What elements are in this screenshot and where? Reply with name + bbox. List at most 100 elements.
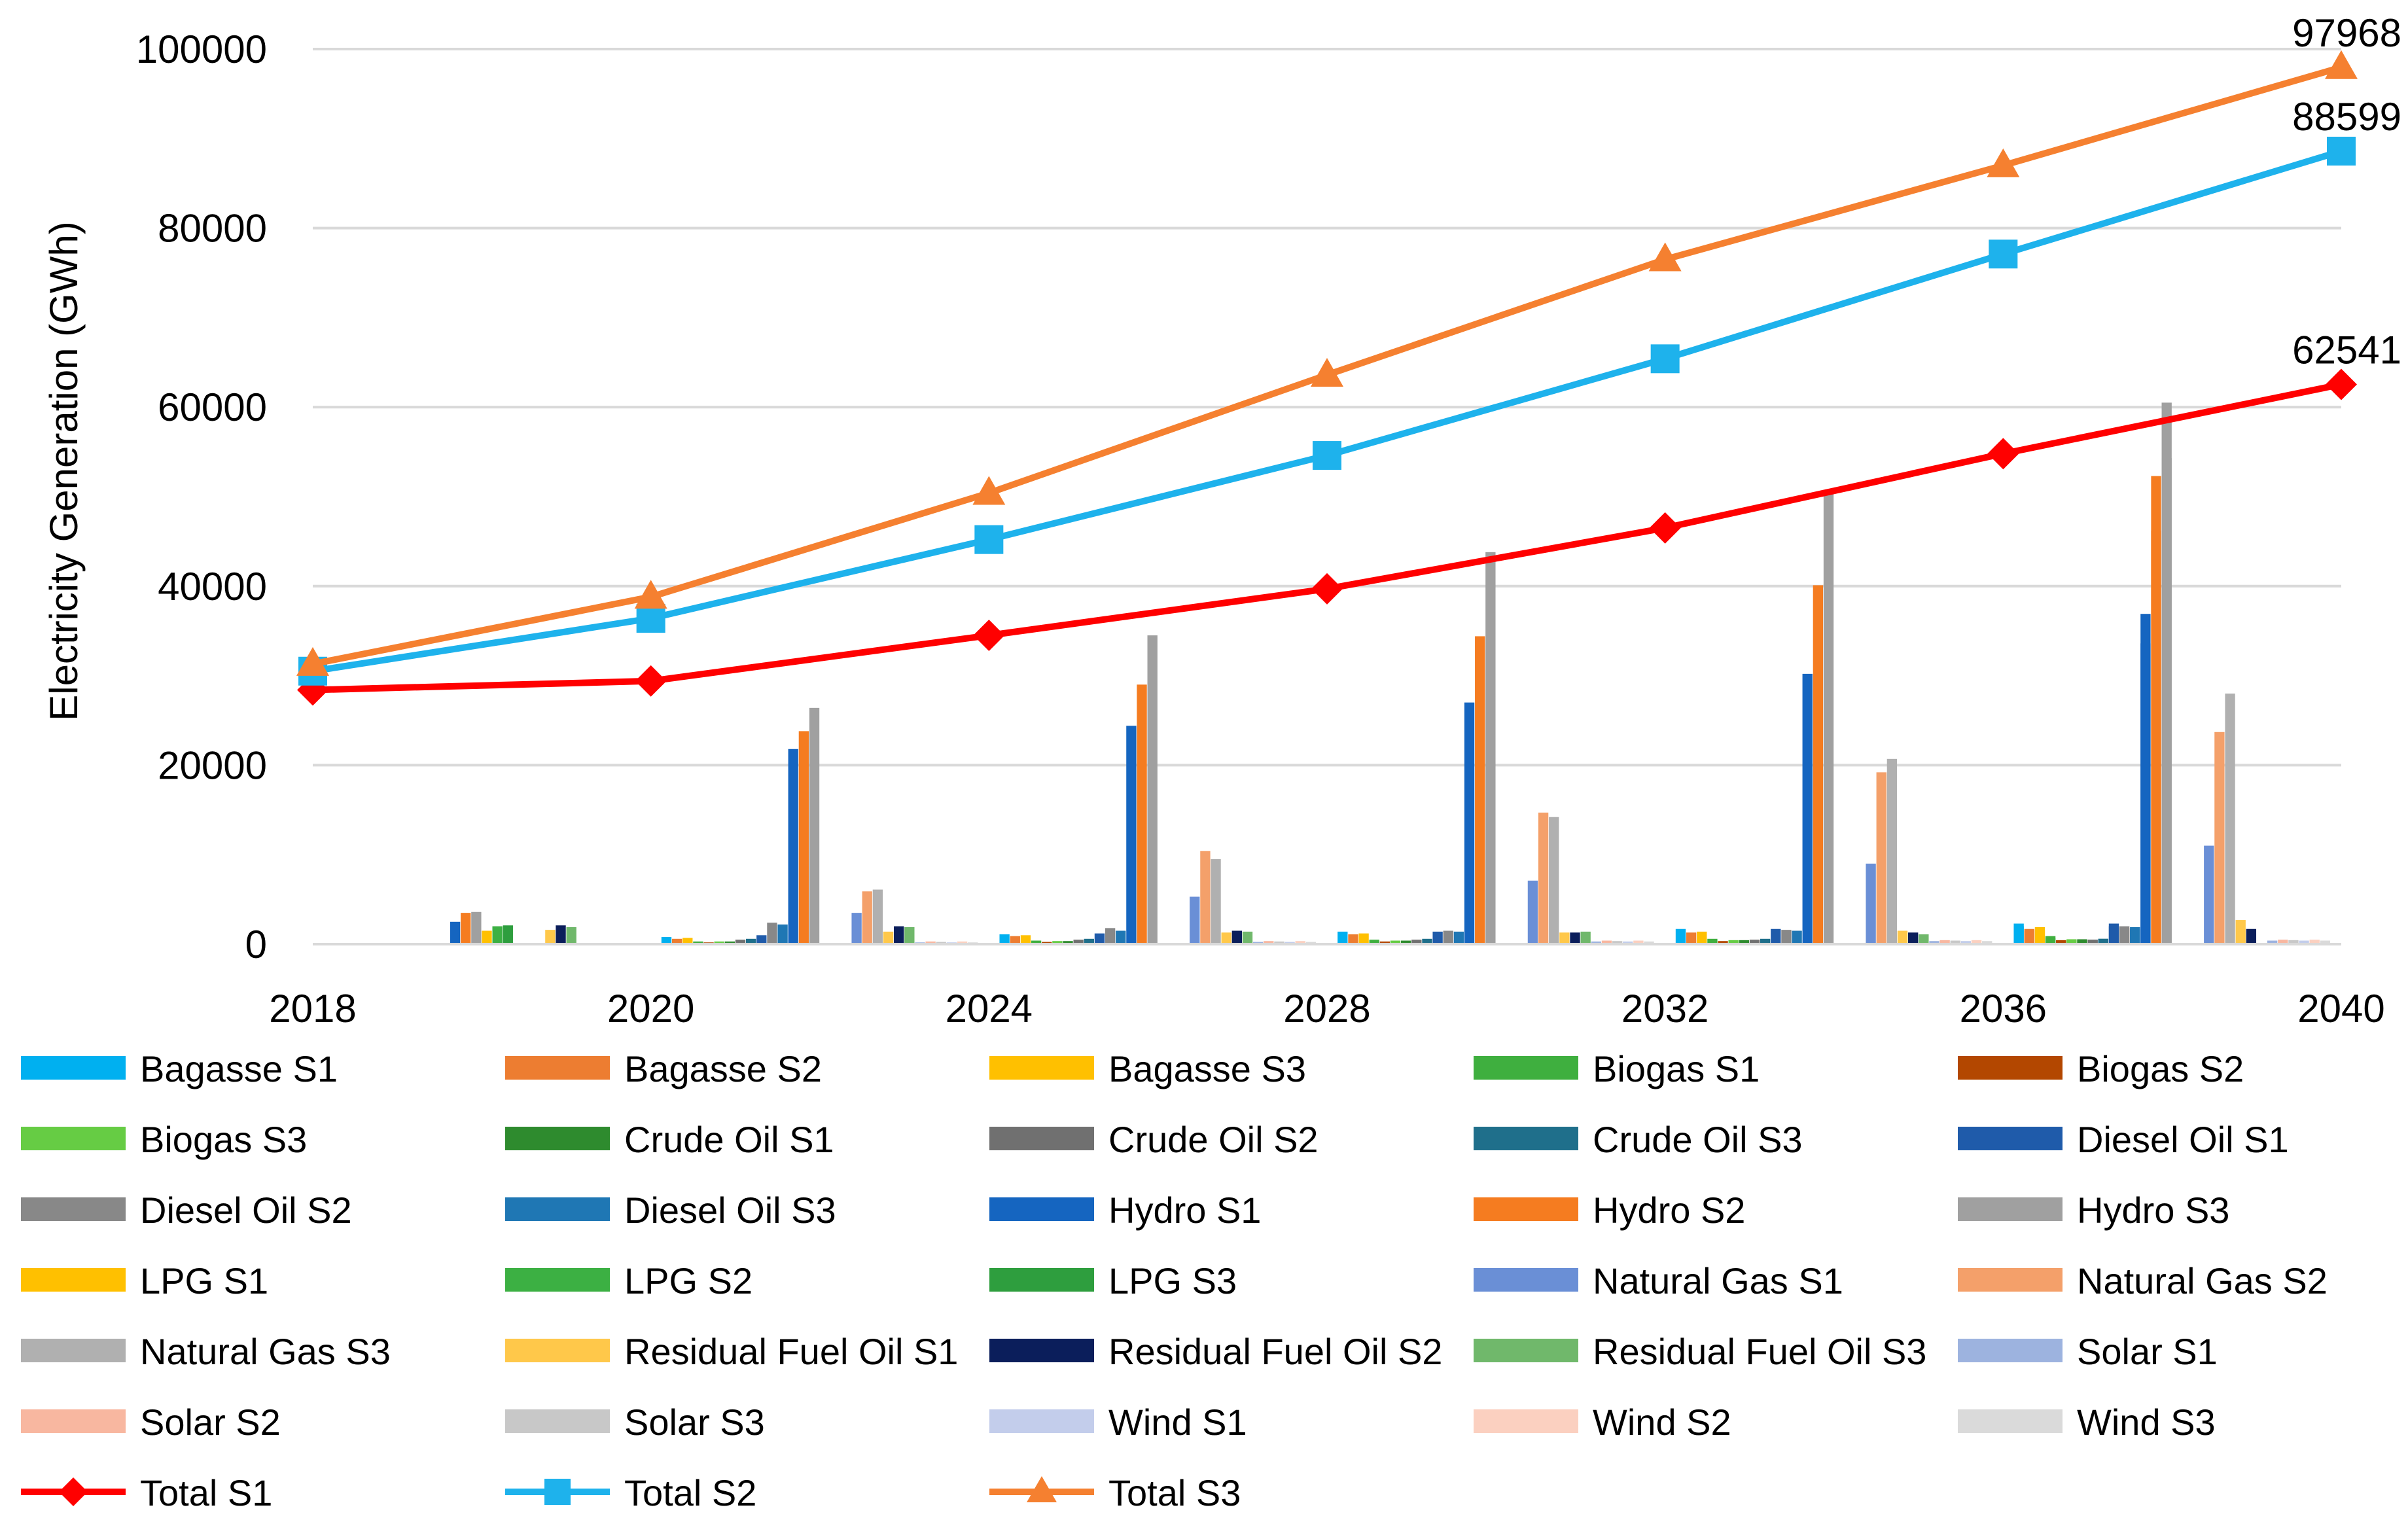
bar-natural-gas-s1-2020 (851, 913, 862, 944)
bar-lpg-s2-2018 (492, 926, 503, 944)
bar-solar-s3-2032 (1950, 940, 1960, 944)
bar-natural-gas-s3-2036 (2225, 693, 2235, 944)
bar-hydro-s3-2024 (1147, 635, 1158, 944)
legend-label: Residual Fuel Oil S1 (624, 1331, 958, 1372)
bar-bagasse-s3-2020 (682, 938, 693, 944)
legend-item-lpg-s3: LPG S3 (989, 1260, 1237, 1301)
x-tick-label: 2040 (2297, 987, 2384, 1031)
x-tick-label: 2018 (269, 987, 356, 1031)
bar-hydro-s3-2018 (471, 911, 482, 944)
legend-label: Solar S1 (2077, 1331, 2218, 1372)
bar-biogas-s3-2040 (2066, 939, 2077, 944)
bar-diesel-oil-s1-2024 (1094, 933, 1105, 944)
legend-label: Hydro S3 (2077, 1190, 2229, 1231)
legend-label: Hydro S2 (1593, 1190, 1745, 1231)
bar-crude-oil-s1-2024 (1063, 941, 1073, 944)
bar-solar-s2-2032 (1939, 940, 1950, 944)
marker-total-s3-2018 (296, 646, 329, 676)
bar-solar-s2-2024 (1264, 941, 1274, 944)
bar-diesel-oil-s3-2040 (2130, 927, 2140, 944)
legend-item-residual-fuel-oil-s1: Residual Fuel Oil S1 (505, 1331, 958, 1372)
bar-crude-oil-s3-2040 (2098, 938, 2108, 944)
bar-wind-s2-2032 (1971, 940, 1982, 944)
bar-diesel-oil-s3-2032 (1792, 930, 1802, 944)
legend-item-diesel-oil-s1: Diesel Oil S1 (1958, 1119, 2289, 1160)
bar-biogas-s3-2032 (1728, 940, 1739, 944)
legend-swatch (505, 1268, 610, 1292)
bar-solar-s3-2028 (1612, 941, 1623, 944)
bar-biogas-s1-2032 (1707, 938, 1718, 944)
bar-lpg-s1-2018 (482, 930, 492, 944)
legend-swatch (21, 1409, 126, 1433)
y-axis-label: Electricity Generation (GWh) (42, 221, 86, 721)
x-tick-label: 2036 (1960, 987, 2047, 1031)
y-tick-label: 20000 (158, 743, 267, 787)
bar-wind-s2-2020 (957, 941, 968, 944)
legend-item-bagasse-s3: Bagasse S3 (989, 1048, 1306, 1089)
legend-label: Diesel Oil S3 (624, 1190, 836, 1231)
marker-total-s2-2032 (1650, 344, 1680, 374)
bar-hydro-s1-2018 (450, 921, 461, 944)
bar-residual-fuel-oil-s2-2032 (1908, 932, 1919, 944)
bar-solar-s1-2028 (1591, 941, 1601, 944)
legend-label: Residual Fuel Oil S3 (1593, 1331, 1926, 1372)
annotation-total-s1: 62541 (2292, 328, 2401, 372)
legend-marker (544, 1479, 571, 1505)
bar-wind-s1-2032 (1960, 941, 1972, 944)
bar-diesel-oil-s1-2028 (1432, 931, 1443, 944)
bar-hydro-s1-2024 (1126, 726, 1137, 944)
bar-wind-s3-2028 (1644, 941, 1654, 944)
legend-item-diesel-oil-s2: Diesel Oil S2 (21, 1190, 352, 1231)
bar-solar-s1-2036 (2267, 940, 2278, 944)
bar-residual-fuel-oil-s2-2020 (894, 926, 904, 944)
bar-diesel-oil-s1-2020 (756, 935, 767, 944)
legend-label: Biogas S3 (140, 1119, 307, 1160)
legend-label: Crude Oil S2 (1108, 1119, 1319, 1160)
marker-total-s1-2020 (635, 665, 667, 697)
bar-crude-oil-s2-2028 (1411, 940, 1422, 944)
bar-residual-fuel-oil-s2-2028 (1570, 932, 1580, 944)
legend-item-crude-oil-s3: Crude Oil S3 (1474, 1119, 1803, 1160)
bar-bagasse-s2-2020 (671, 938, 682, 944)
bar-diesel-oil-s1-2032 (1771, 928, 1781, 944)
legend-label: Natural Gas S2 (2077, 1260, 2328, 1301)
marker-total-s3-2028 (1311, 357, 1343, 387)
legend-swatch (989, 1268, 1094, 1292)
legend-label: LPG S2 (624, 1260, 752, 1301)
legend-swatch (21, 1197, 126, 1221)
legend-swatch (505, 1339, 610, 1362)
legend-swatch (21, 1056, 126, 1080)
legend-swatch (21, 1268, 126, 1292)
bar-hydro-s3-2020 (809, 707, 820, 944)
legend-swatch (21, 1339, 126, 1362)
legend-item-biogas-s3: Biogas S3 (21, 1119, 307, 1160)
bar-hydro-s1-2020 (788, 749, 798, 944)
bar-wind-s1-2028 (1623, 941, 1633, 944)
legend-label: Solar S3 (624, 1402, 765, 1443)
bar-residual-fuel-oil-s3-2024 (1242, 931, 1253, 944)
x-tick-label: 2020 (607, 987, 694, 1031)
bar-hydro-s1-2040 (2140, 614, 2151, 944)
bar-hydro-s1-2028 (1464, 702, 1475, 944)
bar-crude-oil-s1-2020 (724, 941, 735, 944)
legend-item-solar-s1: Solar S1 (1958, 1331, 2218, 1372)
bar-diesel-oil-s2-2020 (767, 923, 777, 944)
bar-natural-gas-s2-2020 (862, 891, 872, 944)
legend-swatch (21, 1127, 126, 1150)
bar-lpg-s3-2018 (503, 925, 513, 944)
bar-biogas-s2-2028 (1379, 941, 1390, 944)
legend-swatch (505, 1197, 610, 1221)
bar-natural-gas-s2-2028 (1538, 812, 1549, 944)
legend-item-lpg-s2: LPG S2 (505, 1260, 752, 1301)
legend-swatch (1958, 1127, 2063, 1150)
bar-wind-s2-2024 (1295, 941, 1305, 944)
legend-label: Crude Oil S3 (1593, 1119, 1803, 1160)
bar-bagasse-s1-2032 (1675, 928, 1686, 944)
annotation-total-s2: 88599 (2292, 95, 2401, 139)
legend-label: Crude Oil S1 (624, 1119, 834, 1160)
legend-item-lpg-s1: LPG S1 (21, 1260, 268, 1301)
legend-label: Total S2 (624, 1472, 756, 1513)
marker-total-s2-2020 (636, 604, 665, 633)
bar-solar-s2-2036 (2278, 940, 2288, 944)
